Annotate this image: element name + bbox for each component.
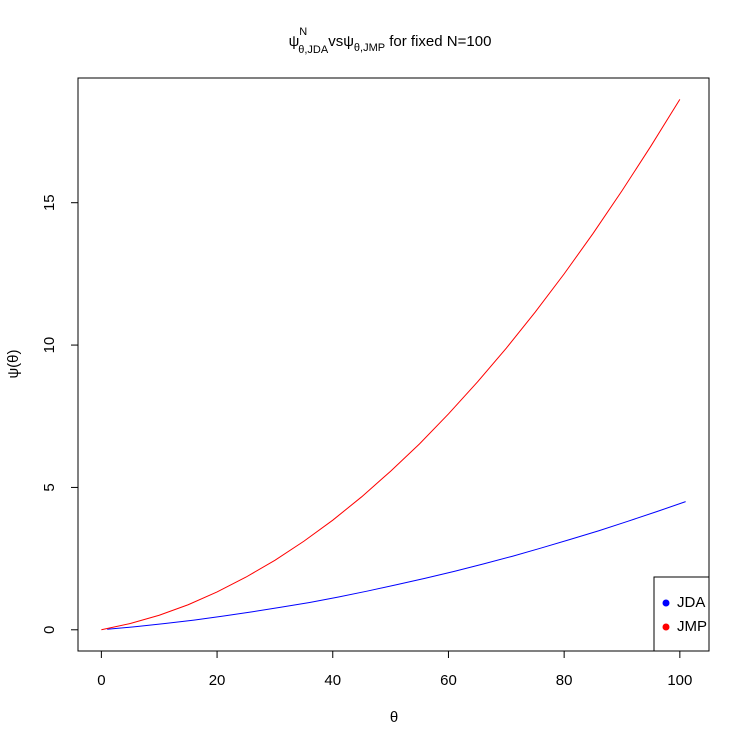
- legend-box: [653, 576, 710, 652]
- y-axis-label: ψ(θ): [5, 349, 22, 378]
- x-axis-label: θ: [390, 709, 398, 726]
- chart-title: ψN θ,JDAvsψθ,JMP for fixed N=100: [289, 26, 492, 56]
- title-part: θ,JDA: [298, 44, 329, 56]
- x-tick-label: 40: [324, 672, 341, 689]
- legend-label: JDA: [677, 594, 705, 611]
- x-tick-label: 20: [209, 672, 226, 689]
- x-tick-label: 100: [667, 672, 692, 689]
- x-tick-label: 80: [556, 672, 573, 689]
- title-part: N: [299, 26, 307, 38]
- y-tick-label: 15: [41, 194, 58, 211]
- title-part: for fixed N=100: [385, 33, 491, 50]
- title-part: ψ: [343, 33, 354, 50]
- y-tick-label: 5: [41, 483, 58, 491]
- line-series: [101, 99, 681, 631]
- legend-label: JMP: [677, 618, 707, 635]
- title-part: ψ: [289, 33, 300, 50]
- title-part: vs: [328, 33, 343, 50]
- legend-marker: [662, 599, 670, 607]
- line-series: [107, 501, 686, 630]
- x-tick-label: 60: [440, 672, 457, 689]
- y-tick-label: 0: [41, 626, 58, 634]
- legend-marker: [662, 623, 670, 631]
- x-tick-label: 0: [97, 672, 105, 689]
- title-part: θ,JMP: [354, 42, 385, 54]
- plot-box: [77, 77, 710, 652]
- y-tick-label: 10: [41, 337, 58, 354]
